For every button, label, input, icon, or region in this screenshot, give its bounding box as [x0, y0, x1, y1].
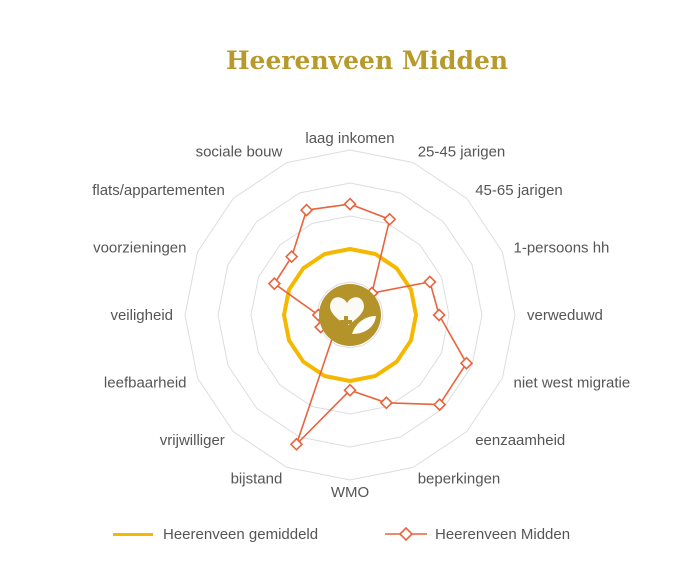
grid-ring — [250, 215, 450, 415]
data-point-marker — [289, 437, 304, 451]
axis-label: vrijwilliger — [160, 432, 225, 449]
data-point-marker — [285, 250, 299, 264]
legend-item-gemiddeld[interactable]: Heerenveen gemiddeld — [113, 523, 318, 545]
axis-label: WMO — [331, 484, 369, 501]
axis-label: voorzieningen — [93, 239, 186, 256]
data-point-marker — [299, 203, 314, 217]
axis-label: leefbaarheid — [104, 375, 187, 392]
axis-label: niet west migratie — [514, 375, 631, 392]
legend-item-midden[interactable]: Heerenveen Midden — [385, 523, 570, 545]
data-point-marker — [432, 308, 446, 322]
axis-label: 25-45 jarigen — [418, 144, 506, 161]
data-point-marker — [383, 212, 397, 226]
axis-label: 1-persoons hh — [514, 239, 610, 256]
legend-label: Heerenveen Midden — [435, 525, 571, 543]
data-point-marker — [267, 277, 282, 291]
axis-label: eenzaamheid — [475, 432, 565, 449]
axis-labels: laag inkomen 25-45 jarigen 45-65 jarigen 1-… — [92, 130, 630, 501]
axis-label: verweduwd — [527, 307, 603, 324]
data-point-marker — [432, 397, 447, 412]
series-line — [282, 247, 418, 383]
axis-label: flats/appartementen — [92, 182, 225, 199]
chart-title: Heerenveen Midden — [225, 46, 509, 75]
axis-label: beperkingen — [418, 471, 501, 488]
data-point-marker — [423, 275, 437, 289]
axis-label: 45-65 jarigen — [475, 182, 563, 199]
legend-line-gold — [113, 524, 155, 544]
data-point-marker — [343, 383, 357, 397]
grid-ring — [316, 281, 384, 349]
axis-label: sociale bouw — [196, 144, 283, 161]
data-point-marker — [459, 356, 474, 370]
axis-label: laag inkomen — [305, 130, 394, 147]
axis-label: bijstand — [231, 471, 283, 488]
data-point-marker — [379, 396, 394, 410]
grid-ring — [217, 182, 483, 448]
heart-leaf-logo-icon — [319, 284, 381, 346]
axis-label: veiligheid — [110, 307, 173, 324]
data-point-marker — [343, 197, 357, 211]
grid-ring — [184, 149, 516, 481]
legend-line-diamond — [385, 524, 427, 544]
legend-label: Heerenveen gemiddeld — [163, 525, 319, 543]
